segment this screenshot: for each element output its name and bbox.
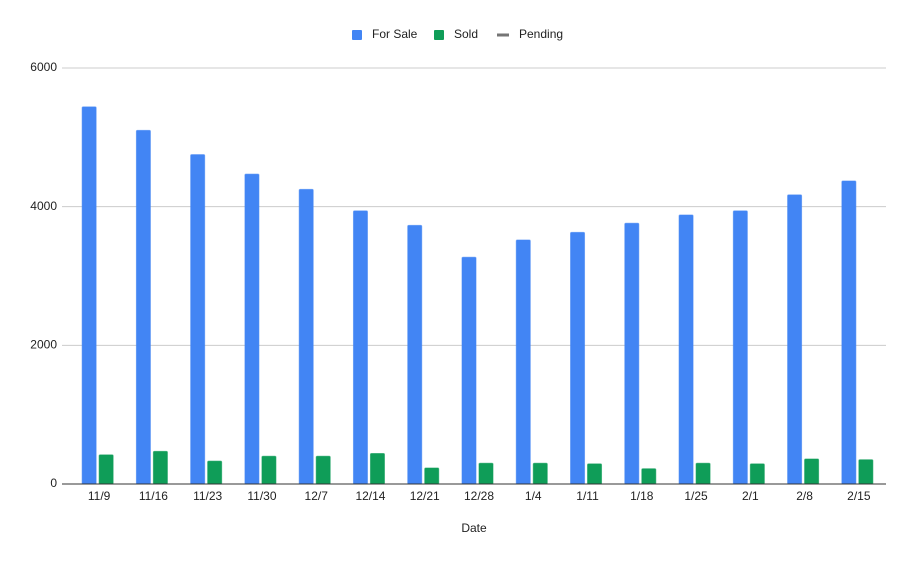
bar bbox=[135, 129, 151, 485]
bar bbox=[624, 222, 640, 485]
bar bbox=[461, 256, 477, 485]
legend-swatch bbox=[434, 30, 444, 40]
bar bbox=[407, 224, 423, 485]
x-tick-label: 12/14 bbox=[355, 489, 385, 503]
legend-label: For Sale bbox=[372, 27, 418, 41]
legend-label: Sold bbox=[454, 27, 478, 41]
x-tick-label: 11/30 bbox=[247, 489, 276, 503]
bar bbox=[749, 463, 765, 485]
y-tick-label: 6000 bbox=[30, 60, 57, 74]
bar bbox=[695, 462, 711, 485]
x-tick-label: 11/16 bbox=[139, 489, 168, 503]
x-tick-label: 12/7 bbox=[305, 489, 329, 503]
y-tick-label: 2000 bbox=[30, 338, 57, 352]
y-tick-label: 0 bbox=[50, 476, 57, 490]
x-tick-label: 12/28 bbox=[464, 489, 494, 503]
x-tick-label: 2/8 bbox=[796, 489, 813, 503]
bar bbox=[787, 194, 803, 485]
x-tick-label: 2/15 bbox=[847, 489, 871, 503]
bar bbox=[841, 180, 857, 485]
bar bbox=[515, 239, 531, 485]
bar bbox=[678, 214, 694, 485]
bar bbox=[478, 462, 494, 485]
legend-label: Pending bbox=[519, 27, 563, 41]
x-tick-label: 2/1 bbox=[742, 489, 759, 503]
x-tick-label: 12/21 bbox=[410, 489, 440, 503]
bar bbox=[190, 154, 206, 485]
bar bbox=[424, 467, 440, 485]
bar bbox=[352, 210, 368, 485]
bar bbox=[369, 452, 385, 485]
bar bbox=[98, 454, 114, 485]
bar bbox=[804, 458, 820, 485]
x-tick-label: 11/9 bbox=[88, 489, 111, 503]
bar bbox=[732, 210, 748, 485]
x-tick-label: 1/18 bbox=[630, 489, 654, 503]
x-tick-label: 1/11 bbox=[576, 489, 599, 503]
bar bbox=[152, 450, 168, 485]
bar bbox=[298, 188, 314, 485]
bar bbox=[587, 463, 603, 485]
bar bbox=[641, 468, 657, 485]
bar bbox=[570, 231, 586, 485]
bar bbox=[81, 106, 97, 485]
bar bbox=[261, 455, 277, 485]
y-tick-label: 4000 bbox=[30, 199, 57, 213]
x-axis-label: Date bbox=[461, 521, 487, 535]
bar bbox=[532, 462, 548, 485]
x-tick-label: 11/23 bbox=[193, 489, 222, 503]
bar bbox=[244, 173, 260, 485]
bar bbox=[315, 455, 331, 485]
x-tick-label: 1/25 bbox=[684, 489, 708, 503]
bar bbox=[858, 459, 874, 485]
bar bbox=[207, 460, 223, 485]
legend-swatch bbox=[352, 30, 362, 40]
x-tick-label: 1/4 bbox=[525, 489, 542, 503]
